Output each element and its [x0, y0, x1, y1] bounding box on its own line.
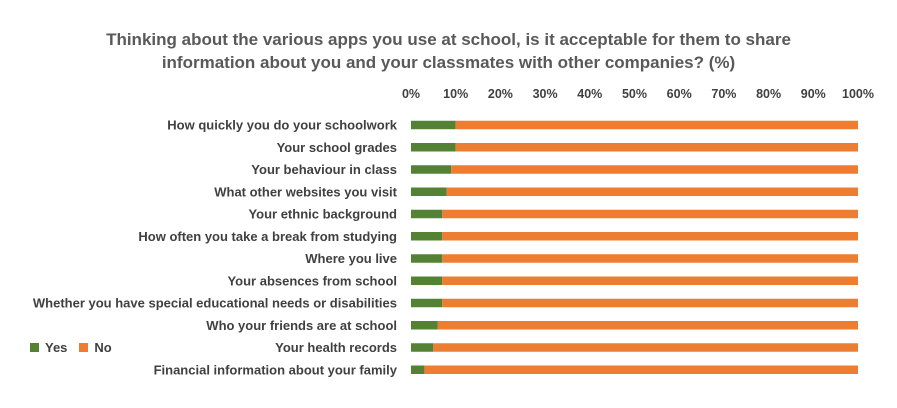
bar-yes [411, 209, 443, 219]
legend-label-yes: Yes [45, 340, 68, 355]
legend-item-no: No [79, 340, 112, 355]
x-tick-label: 40% [577, 87, 602, 101]
category-label: Your absences from school [227, 273, 397, 288]
bar-no [455, 120, 858, 130]
x-tick-label: 70% [711, 87, 736, 101]
x-tick-label: 50% [622, 87, 647, 101]
category-label: Your health records [275, 340, 397, 355]
x-tick-label: 0% [402, 87, 420, 101]
bar-yes [411, 321, 438, 330]
bar-yes [411, 165, 452, 174]
category-label: Whether you have special educational nee… [33, 296, 397, 311]
x-tick-label: 10% [443, 87, 468, 101]
bar-no [433, 343, 858, 352]
bar-no [446, 187, 858, 196]
bar-yes [411, 120, 456, 130]
x-axis-ticks: 0% 10% 20% 30% 40% 50% 60% 70% 80% 90% 100% [402, 87, 874, 101]
bar-yes [411, 187, 447, 196]
chart-title-line-2: information about you and your classmate… [161, 53, 736, 72]
category-label: Your behaviour in class [251, 162, 397, 177]
bar-yes [411, 143, 456, 152]
bar-yes [411, 254, 443, 263]
bar-yes [411, 276, 443, 285]
category-label: How often you take a break from studying [138, 229, 397, 244]
bar-no [442, 254, 858, 263]
legend-swatch-yes [30, 343, 39, 352]
x-tick-label: 60% [667, 87, 692, 101]
bar-yes [411, 343, 434, 352]
bar-no [424, 365, 858, 374]
bar-no [437, 321, 858, 330]
bar-no [442, 232, 858, 241]
x-tick-label: 90% [801, 87, 826, 101]
category-label: Your ethnic background [248, 207, 397, 222]
legend-swatch-no [79, 343, 89, 352]
legend-item-yes: Yes [30, 340, 67, 355]
category-labels: How quickly you do your schoolwork Your s… [33, 118, 398, 378]
category-label: Where you live [305, 251, 397, 266]
bar-no [442, 276, 858, 285]
chart-title: Thinking about the various apps you use … [0, 28, 897, 74]
legend: Yes No [30, 340, 124, 355]
bar-no [451, 165, 858, 174]
bar-yes [411, 232, 443, 241]
bars [411, 120, 858, 374]
chart-title-line-1: Thinking about the various apps you use … [106, 30, 791, 49]
bar-yes [411, 365, 425, 374]
bar-no [442, 209, 858, 219]
category-label: What other websites you visit [214, 184, 397, 199]
category-label: How quickly you do your schoolwork [167, 118, 397, 133]
bar-no [455, 143, 858, 152]
x-tick-label: 20% [488, 87, 513, 101]
category-label: Your school grades [277, 140, 397, 155]
category-label: Financial information about your family [154, 362, 398, 377]
bar-yes [411, 298, 443, 308]
x-tick-label: 100% [842, 87, 874, 101]
x-tick-label: 80% [756, 87, 781, 101]
legend-label-no: No [94, 340, 112, 355]
x-tick-label: 30% [533, 87, 558, 101]
category-label: Who your friends are at school [206, 318, 397, 333]
bar-no [442, 298, 858, 308]
